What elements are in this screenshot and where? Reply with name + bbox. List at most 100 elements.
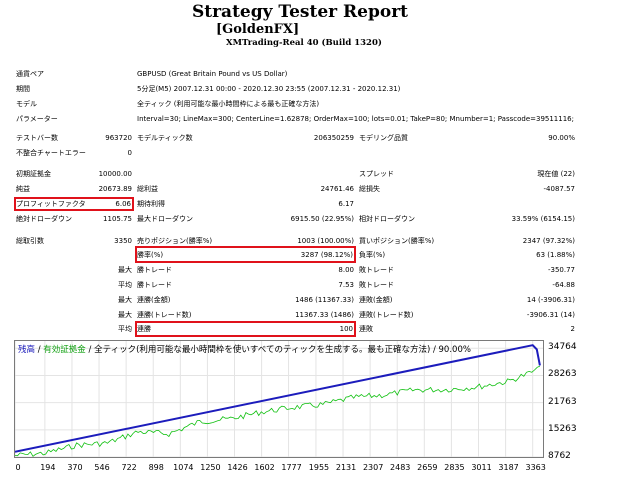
settings-value: Interval=30; LineMax=300; CenterLine=1.6… bbox=[137, 115, 574, 123]
stat-label: 連敗 bbox=[359, 325, 373, 333]
y-tick-label: 34764 bbox=[548, 342, 577, 353]
stat-label: 売りポジション(勝率%) bbox=[137, 237, 213, 245]
stat-label: 期待利得 bbox=[137, 200, 165, 208]
stat-value: -350.77 bbox=[547, 266, 575, 274]
stat-value: 33.59% (6154.15) bbox=[511, 215, 575, 223]
stat-label: 純益 bbox=[16, 185, 30, 193]
stat-label: 総取引数 bbox=[16, 237, 44, 245]
x-tick-label: 546 bbox=[94, 463, 110, 472]
stat-value: 90.00% bbox=[548, 134, 575, 142]
stat-label: 最大 bbox=[118, 296, 132, 304]
stat-label: 最大ドローダウン bbox=[137, 215, 193, 223]
stat-value: -4087.57 bbox=[543, 185, 575, 193]
settings-label: 通貨ペア bbox=[16, 70, 44, 78]
x-tick-label: 2483 bbox=[390, 463, 411, 472]
stat-label: 最大 bbox=[118, 311, 132, 319]
stat-label: モデリング品質 bbox=[359, 134, 408, 142]
stat-label: テストバー数 bbox=[16, 134, 58, 142]
expert-name: [GoldenFX] bbox=[216, 22, 300, 37]
stat-label: 絶対ドローダウン bbox=[16, 215, 72, 223]
x-tick-label: 1426 bbox=[227, 463, 248, 472]
x-tick-label: 2835 bbox=[444, 463, 465, 472]
x-tick-label: 1777 bbox=[281, 463, 302, 472]
stat-label: 連勝 bbox=[137, 325, 151, 333]
stat-value: 8.00 bbox=[338, 266, 354, 274]
settings-value: 5分足(M5) 2007.12.31 00:00 - 2020.12.30 23… bbox=[137, 85, 401, 93]
stat-value: 3350 bbox=[114, 237, 132, 245]
settings-label: 期間 bbox=[16, 85, 30, 93]
y-tick-label: 15263 bbox=[548, 423, 577, 434]
balance-line bbox=[15, 344, 541, 453]
x-tick-label: 3363 bbox=[525, 463, 546, 472]
stat-value: 20673.89 bbox=[98, 185, 132, 193]
stat-label: 負率(%) bbox=[359, 251, 386, 259]
x-tick-label: 2131 bbox=[335, 463, 357, 472]
x-tick-label: 898 bbox=[148, 463, 164, 472]
stat-value: 現在値 (22) bbox=[537, 170, 575, 178]
highlight-box-pf bbox=[14, 197, 134, 211]
stat-value: 100 bbox=[339, 325, 353, 333]
stat-value: 11367.33 (1486) bbox=[295, 311, 354, 319]
stat-value: 1486 (11367.33) bbox=[295, 296, 354, 304]
stat-label: 総損失 bbox=[359, 185, 380, 193]
stat-label: 連敗(トレード数) bbox=[359, 311, 414, 319]
highlight-box-avg-wins bbox=[135, 321, 356, 337]
stat-label: 連敗(金額) bbox=[359, 296, 393, 304]
x-tick-label: 1955 bbox=[308, 463, 330, 472]
stat-label: 敗トレード bbox=[359, 266, 394, 274]
stat-label: 相対ドローダウン bbox=[359, 215, 415, 223]
x-tick-label: 194 bbox=[40, 463, 56, 472]
legend-equity: 有効証拠金 bbox=[43, 345, 86, 355]
x-tick-label: 1602 bbox=[254, 463, 275, 472]
stat-value: 10000.00 bbox=[98, 170, 132, 178]
stat-value: -3906.31 (14) bbox=[526, 311, 575, 319]
x-tick-label: 370 bbox=[67, 463, 83, 472]
stat-value: 7.53 bbox=[338, 281, 354, 289]
stat-value: 14 (-3906.31) bbox=[526, 296, 575, 304]
settings-label: モデル bbox=[16, 100, 37, 108]
x-tick-label: 2659 bbox=[417, 463, 438, 472]
chart-legend: 残高 / 有効証拠金 / 全ティック(利用可能な最小時間枠を使いすべてのティック… bbox=[18, 343, 471, 355]
highlight-box-winrate bbox=[135, 246, 356, 263]
settings-value: 全ティック (利用可能な最小時間枠による最も正確な方法) bbox=[137, 100, 320, 108]
y-tick-label: 21763 bbox=[548, 396, 577, 407]
stat-value: 1105.75 bbox=[103, 215, 132, 223]
report-title: Strategy Tester Report bbox=[191, 2, 409, 22]
stat-value: 3287 (98.12%) bbox=[300, 251, 353, 259]
stat-value: 2 bbox=[570, 325, 575, 333]
stat-label: モデルティック数 bbox=[137, 134, 193, 142]
stat-label: 連勝(金額) bbox=[137, 296, 171, 304]
stat-label: 勝トレード bbox=[137, 281, 172, 289]
stat-label: 敗トレード bbox=[359, 281, 394, 289]
stat-label: 買いポジション(勝率%) bbox=[359, 237, 435, 245]
stat-label: 総利益 bbox=[137, 185, 158, 193]
stat-value: 1003 (100.00%) bbox=[297, 237, 354, 245]
x-tick-label: 2307 bbox=[362, 463, 384, 472]
legend-separator: / bbox=[35, 345, 44, 355]
stat-value: 6915.50 (22.95%) bbox=[290, 215, 354, 223]
y-tick-label: 28263 bbox=[548, 369, 577, 380]
x-tick-label: 3187 bbox=[498, 463, 519, 472]
stat-value: 6.06 bbox=[115, 200, 131, 208]
stat-value: -64.88 bbox=[552, 281, 575, 289]
x-tick-label: 0 bbox=[15, 463, 21, 472]
equity-chart bbox=[14, 340, 544, 458]
stat-value: 963720 bbox=[105, 134, 132, 142]
server-name: XMTrading-Real 40 (Build 1320) bbox=[226, 38, 382, 48]
stat-value: 6.17 bbox=[338, 200, 354, 208]
settings-value: GBPUSD (Great Britain Pound vs US Dollar… bbox=[137, 70, 288, 78]
stat-value: 206350259 bbox=[313, 134, 354, 142]
stat-value: 63 (1.88%) bbox=[536, 251, 575, 259]
stat-label: 最大 bbox=[118, 266, 132, 274]
x-tick-label: 722 bbox=[121, 463, 137, 472]
stat-label: 勝率(%) bbox=[137, 251, 164, 259]
x-tick-label: 1250 bbox=[200, 463, 221, 472]
settings-label: パラメーター bbox=[16, 115, 58, 123]
stat-label: 不整合チャートエラー bbox=[16, 149, 86, 157]
legend-balance: 残高 bbox=[18, 345, 36, 355]
x-tick-label: 1074 bbox=[173, 463, 194, 472]
stat-value: 24761.46 bbox=[320, 185, 354, 193]
equity-line bbox=[15, 365, 541, 457]
x-tick-label: 3011 bbox=[471, 463, 492, 472]
stat-value: 0 bbox=[127, 149, 132, 157]
